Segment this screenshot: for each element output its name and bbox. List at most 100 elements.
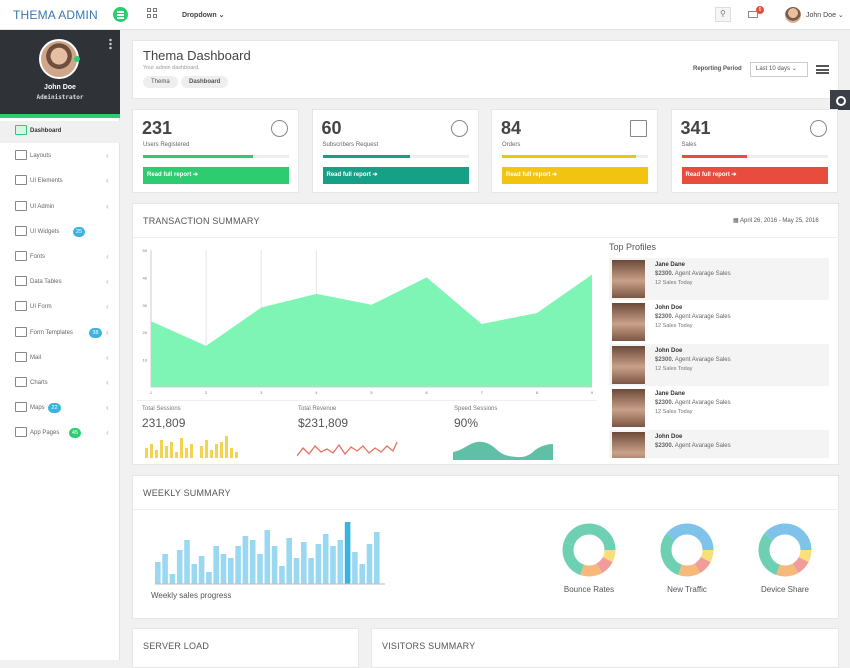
sidebar-item-ui-admin[interactable]: UI Admin ‹ [0,197,120,219]
x-tick-label: 4 [315,390,318,395]
user-name: John Doe [806,12,836,19]
form-templates-icon [15,326,27,337]
add-user-icon [450,120,468,137]
panel-divider [133,237,840,238]
profile-sales-desc: Agent Avarage Sales [674,443,731,449]
weekly-bar [184,540,190,584]
sidebar-item-charts[interactable]: Charts ‹ [0,373,120,395]
user-avatar[interactable] [785,7,801,23]
sidebar-item-label: UI Form [30,304,52,311]
visitors-summary-title: VISITORS SUMMARY [382,641,476,651]
profile-sales-amount: $2300. [655,443,674,449]
more-vertical-icon[interactable] [109,38,112,50]
arrow-right-icon: ➔ [729,172,737,178]
dropdown-label: Dropdown [182,12,217,19]
mail-icon[interactable] [748,11,758,18]
stat-progress-fill [322,155,411,158]
x-tick-label: 9 [591,390,594,395]
book-icon [630,120,647,137]
read-full-report-button[interactable]: Read full report ➔ [681,167,828,184]
sidebar-item-fonts[interactable]: Fonts ‹ [0,247,120,269]
sidebar-item-dashboard[interactable]: Dashboard [0,121,120,143]
sidebar-item-layouts[interactable]: Layouts ‹ [0,146,120,168]
dropdown-menu[interactable]: Dropdown ⌄ [182,11,224,19]
sidebar-item-label: Maps [30,405,45,412]
sidebar-item-label: Fonts [30,254,46,260]
mail-icon [15,351,27,362]
apps-grid-icon[interactable] [147,8,158,19]
profile-row[interactable]: John Doe $2300. Agent Avarage Sales [609,430,829,458]
ui-form-icon [15,301,27,312]
x-tick-label: 6 [426,390,429,395]
breadcrumb-thema[interactable]: Thema [143,76,178,88]
list-menu-icon[interactable] [816,65,829,74]
settings-gear-icon[interactable] [830,90,850,110]
chevron-left-icon: ‹ [106,352,109,362]
chart-divider [137,400,597,401]
stat-progress-fill [502,155,637,158]
stat-progress [143,155,289,158]
profile-role: Administrator [36,94,84,101]
profile-sales-today: 12 Sales Today [655,409,693,415]
weekly-bar [315,544,322,584]
stat-card: 60 Subscribers Request Read full report ➔ [311,109,479,193]
profile-avatar[interactable] [39,39,79,79]
x-tick-label: 3 [260,390,263,395]
x-tick-label: 2 [205,390,208,395]
y-tick-label: 30 [143,303,148,308]
sidebar-item-form-templates[interactable]: Form Templates 38 ‹ [0,323,120,345]
stat-value: 60 [321,118,342,138]
area-series [151,274,592,387]
weekly-bar [286,538,292,584]
chevron-down-icon: ⌄ [837,12,844,19]
profile-row[interactable]: Jane Dane $2300. Agent Avarage Sales 12 Sa… [609,387,829,429]
profile-row[interactable]: John Doe $2300. Agent Avarage Sales 12 Sal… [609,301,829,343]
bounce-rates-label: Bounce Rates [563,585,615,594]
chevron-down-icon: ⌄ [218,12,225,19]
ui-admin-icon [15,200,27,211]
y-tick-label: 40 [143,275,148,280]
charts-icon [15,377,27,387]
stat-progress [322,155,469,158]
stat-card: 84 Orders Read full report ➔ [491,109,658,193]
ui-elements-icon [15,175,27,186]
weekly-bar [228,558,234,584]
sidebar-item-app-pages[interactable]: App Pages 45 ‹ [0,423,120,445]
count-badge: 38 [89,327,102,338]
reporting-period-value: Last 10 days [756,66,791,72]
read-full-report-button[interactable]: Read full report ➔ [143,167,289,184]
x-tick-label: 5 [370,390,373,395]
new-traffic-label: New Traffic [667,585,707,594]
reporting-period-label: Reporting Period [693,66,742,72]
search-icon: ⚲ [720,9,726,18]
chevron-left-icon: ‹ [106,428,109,438]
menu-toggle-button[interactable] [113,7,128,22]
sidebar-item-data-tables[interactable]: Data Tables ‹ [0,272,120,294]
sidebar-item-mail[interactable]: Mail ‹ [0,348,120,370]
profile-row[interactable]: John Doe $2300. Agent Avarage Sales 12 Sal… [609,344,829,386]
profile-photo [612,346,645,384]
weekly-bar [249,540,256,584]
chevron-left-icon: ‹ [106,176,109,186]
read-full-report-button[interactable]: Read full report ➔ [322,167,469,184]
sidebar-item-ui-form[interactable]: UI Form ‹ [0,297,120,319]
profile-sales-today: 12 Sales Today [655,366,693,372]
arrow-right-icon: ➔ [191,172,199,178]
weekly-summary-panel: WEEKLY SUMMARY Weekly sales progress Bou… [132,475,840,619]
sidebar-item-maps[interactable]: Maps 22 ‹ [0,398,120,420]
sidebar-item-ui-elements[interactable]: UI Elements ‹ [0,171,120,193]
sidebar-item-label: Dashboard [30,128,62,134]
reporting-period-select[interactable]: Last 10 days ⌄ [750,62,808,77]
server-load-panel: SERVER LOAD [132,628,359,668]
user-menu[interactable]: John Doe ⌄ [806,11,844,19]
profile-row[interactable]: Jane Dane $2300. Agent Avarage Sales 12 Sa… [609,258,829,300]
sidebar-item-label: Layouts [30,153,52,160]
stat-value: 84 [501,118,522,138]
sidebar-item-ui-widgets[interactable]: UI Widgets 25 [0,222,120,244]
brand-logo[interactable]: THEMA ADMIN [13,8,98,22]
total-sessions-label: Total Sessions [142,406,181,412]
search-button[interactable]: ⚲ [715,7,731,22]
date-range[interactable]: ▦ April 26, 2016 - May 25, 2016 [733,217,819,224]
speed-area-sparkline [453,441,553,460]
read-full-report-button[interactable]: Read full report ➔ [502,167,648,184]
